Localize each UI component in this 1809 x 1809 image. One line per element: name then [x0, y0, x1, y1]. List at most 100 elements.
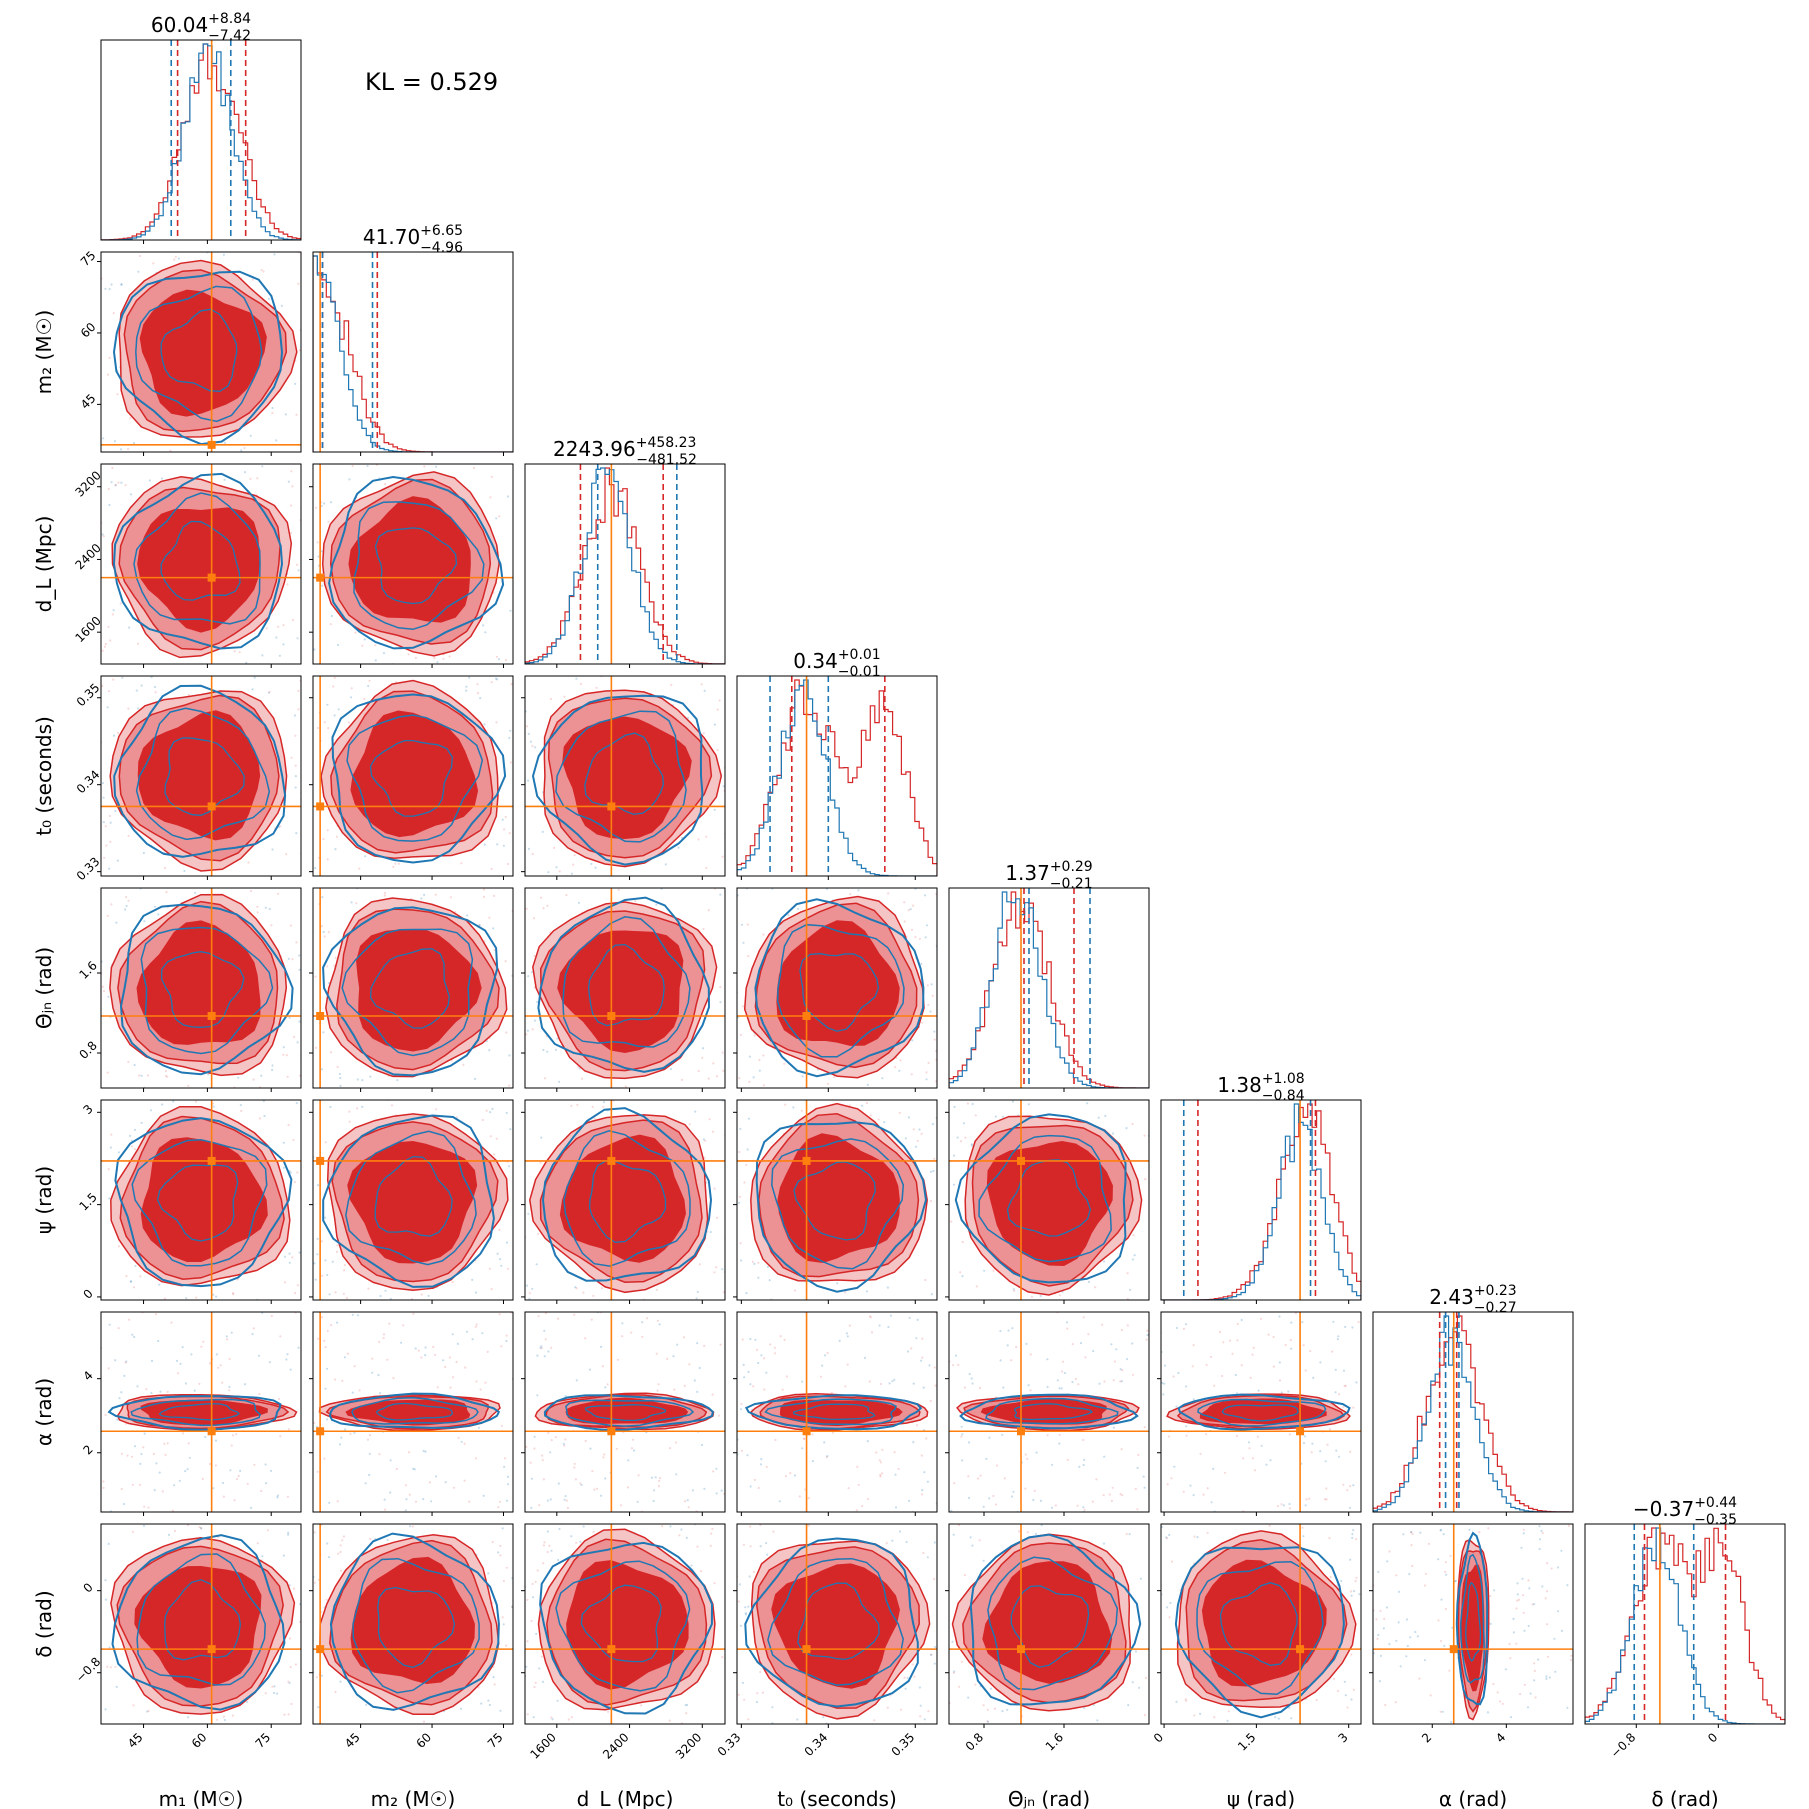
contour-blue-inner	[1010, 1585, 1090, 1668]
truth-marker	[316, 1012, 325, 1020]
contour-blue-outer	[328, 1392, 501, 1429]
title-2: 2243.96+458.23 −481.52	[553, 435, 697, 468]
contour-blue-inner	[156, 1164, 239, 1242]
panel-frame	[524, 887, 726, 1089]
y-tick-label: 3	[81, 1102, 96, 1117]
contour-red-inner	[779, 1399, 903, 1427]
contour-blue-inner	[1219, 1582, 1298, 1666]
truth-marker	[1296, 1645, 1305, 1654]
contour-blue-mid	[1459, 1553, 1485, 1684]
contour-blue-mid	[351, 1396, 479, 1425]
y-tick-label: 1.6	[76, 958, 99, 981]
truth-marker	[207, 1645, 216, 1654]
contour-blue-mid	[565, 1399, 695, 1427]
truth-marker	[1017, 1427, 1025, 1436]
truth-marker	[316, 1645, 325, 1654]
contour-blue-mid	[140, 926, 274, 1055]
contour-blue-inner	[375, 1402, 453, 1421]
hist-blue-7	[1585, 1527, 1785, 1724]
title-0: 60.04+8.84 −7.42	[151, 11, 251, 44]
x-tick-label: 60	[189, 1730, 210, 1751]
contour-blue-outer	[959, 1393, 1139, 1430]
x-tick-label: 45	[342, 1730, 363, 1751]
panel-frame	[312, 463, 514, 665]
y-axis-label-5: ψ (rad)	[32, 1166, 56, 1234]
hist-red-4	[949, 891, 1149, 1088]
panel-5-3	[733, 1099, 938, 1304]
truth-marker	[607, 1645, 616, 1654]
truth-marker	[316, 1427, 325, 1436]
panel-4-2	[521, 887, 726, 1092]
contour-blue-outer	[119, 903, 294, 1076]
truth-marker	[1017, 1645, 1025, 1654]
truth-marker	[607, 1427, 616, 1436]
contour-blue-mid	[352, 1557, 480, 1694]
hist-blue-3	[737, 679, 937, 876]
contour-red-inner	[356, 928, 482, 1052]
panel-3-2	[521, 675, 726, 880]
truth-marker	[802, 1156, 811, 1165]
contour-blue-outer	[107, 1395, 282, 1431]
contour-blue-mid	[131, 1139, 268, 1267]
panel-frame	[1160, 1311, 1362, 1513]
contour-blue-outer	[539, 1541, 714, 1715]
y-tick-label: 1.5	[76, 1190, 99, 1213]
contour-blue-outer	[543, 1394, 715, 1431]
panel-5-0: 0 1.5 3 ψ (rad)	[32, 1099, 302, 1304]
contour-blue-inner	[793, 1161, 876, 1241]
panel-6-1	[309, 1311, 514, 1516]
hist-blue-4	[949, 891, 1149, 1088]
panel-2-0: 1600 2400 3200 d_L (Mpc)	[32, 463, 302, 668]
contour-blue-mid	[353, 501, 485, 631]
contour-blue-inner	[374, 1155, 453, 1237]
truth-marker	[316, 802, 325, 811]
contour-blue-mid	[135, 707, 271, 841]
kl-annotation: KL = 0.529	[365, 68, 498, 96]
y-tick-label: 0	[81, 1580, 96, 1595]
panel-frame	[100, 1523, 302, 1725]
contour-blue-outer	[537, 896, 711, 1073]
hist-red-3	[737, 679, 937, 876]
x-tick-label: 1600	[527, 1730, 558, 1761]
contour-blue-mid	[135, 285, 263, 423]
panel-frame	[948, 1099, 1150, 1301]
x-tick-label: 2	[1419, 1730, 1434, 1745]
panel-6-6: 2.43+0.23 −0.27	[1372, 1283, 1574, 1516]
hist-red-2	[525, 467, 725, 664]
truth-marker	[316, 1156, 325, 1165]
contour-blue-mid	[771, 1138, 905, 1270]
truth-marker	[207, 802, 216, 811]
contour-red-inner	[982, 1561, 1113, 1684]
contour-blue-outer	[744, 1537, 919, 1708]
panel-5-2	[521, 1099, 726, 1304]
panel-frame	[1584, 1523, 1786, 1725]
y-tick-label: 0.33	[74, 854, 103, 883]
y-axis-label-1: m₂ (M☉)	[32, 310, 56, 395]
panel-frame	[100, 251, 302, 453]
y-axis-label-2: d_L (Mpc)	[32, 516, 56, 613]
contour-blue-mid	[133, 492, 261, 625]
y-tick-label: 0	[81, 1286, 96, 1301]
hist-blue-5	[1161, 1103, 1361, 1300]
panel-1-0: 45 60 75 m₂ (M☉)	[32, 248, 302, 456]
contour-blue-mid	[767, 1557, 904, 1686]
panel-6-2	[521, 1311, 726, 1516]
y-tick-label: 2400	[72, 541, 103, 572]
contour-blue-outer	[112, 270, 284, 446]
truth-marker	[1449, 1645, 1458, 1654]
contour-blue-mid	[345, 1130, 477, 1266]
x-axis-label-7: δ (rad)	[1651, 1787, 1718, 1809]
panel-5-4	[945, 1099, 1150, 1304]
contour-blue-mid	[555, 1560, 691, 1692]
panel-7-1: 45 60 75 m₂ (M☉)	[309, 1523, 514, 1809]
contour-blue-inner	[584, 732, 664, 815]
contour-blue-inner	[369, 739, 453, 817]
panel-frame	[100, 1099, 302, 1301]
contour-blue-inner	[797, 1582, 880, 1661]
x-tick-label: −0.8	[1608, 1730, 1639, 1761]
truth-marker	[207, 573, 216, 582]
panel-frame	[100, 675, 302, 877]
x-tick-label: 0	[1705, 1730, 1720, 1745]
y-tick-label: 4	[81, 1368, 96, 1383]
contour-blue-outer	[969, 1533, 1142, 1706]
